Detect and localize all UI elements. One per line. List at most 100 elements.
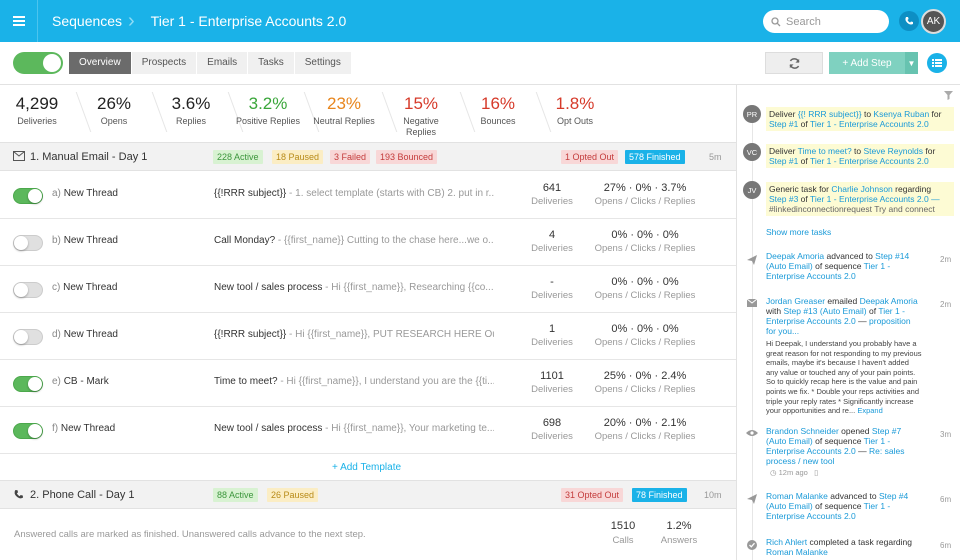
timeline-line [752, 112, 753, 560]
tab-overview[interactable]: Overview [69, 52, 132, 74]
sequence-active-toggle[interactable] [13, 52, 63, 74]
calls-label: Calls [612, 535, 634, 546]
activity-age: 2m [940, 255, 952, 264]
template-subject: Call Monday? - {{first_name}} Cutting to… [214, 235, 494, 246]
filter-icon[interactable] [944, 91, 953, 100]
template-toggle[interactable] [13, 235, 43, 251]
stat-deliveries: 4,299 Deliveries [15, 94, 59, 126]
template-row[interactable]: a) New Thread {{!RRR subject}} - 1. sele… [0, 172, 736, 219]
send-icon [745, 492, 759, 506]
template-name: e) CB - Mark [52, 376, 109, 387]
task-item[interactable]: Generic task for Charlie Johnson regardi… [766, 182, 954, 216]
deliveries-label: Deliveries [531, 290, 573, 301]
add-step-dropdown[interactable]: ▼ [905, 52, 918, 74]
page-title: Tier 1 - Enterprise Accounts 2.0 [150, 13, 347, 29]
refresh-button[interactable] [765, 52, 823, 74]
template-toggle[interactable] [13, 282, 43, 298]
breadcrumb-sequences[interactable]: Sequences [52, 13, 123, 29]
paused-badge[interactable]: 18 Paused [272, 150, 324, 164]
template-row[interactable]: c) New Thread New tool / sales process -… [0, 266, 736, 313]
add-step-button[interactable]: + Add Step [829, 52, 905, 74]
finished-badge[interactable]: 78 Finished [632, 488, 687, 502]
deliveries-value: 4 [548, 229, 556, 241]
step-1-header[interactable]: 1. Manual Email - Day 1 228 Active 18 Pa… [0, 142, 736, 171]
template-subject: {{!RRR subject}} - 1. select template (s… [214, 188, 494, 199]
task-item[interactable]: Deliver Time to meet? to Steve Reynolds … [766, 144, 954, 168]
opted-out-badge[interactable]: 31 Opted Out [561, 488, 624, 502]
answers-value: 1.2% [666, 520, 692, 532]
clock-icon: ◷ [770, 468, 777, 477]
template-toggle[interactable] [13, 376, 43, 392]
answers-label: Answers [660, 535, 698, 546]
template-toggle[interactable] [13, 188, 43, 204]
template-name: b) New Thread [52, 235, 118, 246]
task-item[interactable]: Deliver {{! RRR subject}} to Ksenya Ruba… [766, 107, 954, 131]
active-badge[interactable]: 88 Active [213, 488, 258, 502]
activity-item[interactable]: Brandon Schneider opened Step #7 (Auto Em… [766, 426, 905, 466]
template-name: d) New Thread [52, 329, 118, 340]
tab-bar: Overview Prospects Emails Tasks Settings [69, 52, 352, 74]
template-name: c) New Thread [52, 282, 118, 293]
step-age: 10m [704, 490, 722, 500]
calls-value: 1510 [610, 520, 636, 532]
phone-icon[interactable] [899, 11, 919, 31]
rates-label: Opens / Clicks / Replies [594, 290, 696, 301]
template-toggle[interactable] [13, 423, 43, 439]
rates-label: Opens / Clicks / Replies [594, 196, 696, 207]
template-row[interactable]: f) New Thread New tool / sales process -… [0, 407, 736, 454]
rates-label: Opens / Clicks / Replies [594, 384, 696, 395]
active-badge[interactable]: 228 Active [213, 150, 263, 164]
refresh-icon [789, 57, 799, 69]
step-age: 5m [709, 152, 722, 162]
opted-out-badge[interactable]: 1 Opted Out [561, 150, 619, 164]
tab-settings[interactable]: Settings [294, 52, 352, 74]
avatar: VC [743, 143, 761, 161]
rates-label: Opens / Clicks / Replies [594, 431, 696, 442]
template-row[interactable]: b) New Thread Call Monday? - {{first_nam… [0, 219, 736, 266]
menu-icon[interactable] [0, 0, 38, 42]
activity-item[interactable]: Rich Ahlert completed a task regarding Ro… [766, 537, 913, 557]
step-1-title: 1. Manual Email - Day 1 [30, 151, 148, 163]
step-2-note: Answered calls are marked as finished. U… [14, 529, 366, 540]
deliveries-label: Deliveries [531, 384, 573, 395]
rates-value: 27% · 0% · 3.7% [603, 182, 687, 194]
activity-item[interactable]: Jordan Greaser emailed Deepak Amoria with… [766, 296, 918, 336]
paused-badge[interactable]: 26 Paused [267, 488, 319, 502]
search-input[interactable]: Search [763, 10, 889, 33]
tab-tasks[interactable]: Tasks [248, 52, 295, 74]
deliveries-label: Deliveries [531, 431, 573, 442]
search-icon [771, 16, 781, 26]
rates-label: Opens / Clicks / Replies [594, 243, 696, 254]
template-row[interactable]: d) New Thread {{!RRR subject}} - Hi {{fi… [0, 313, 736, 360]
template-toggle[interactable] [13, 329, 43, 345]
deliveries-label: Deliveries [531, 337, 573, 348]
toolbar [0, 42, 960, 85]
opened-ago: ◷ 12m ago ▯ [770, 468, 819, 477]
template-row[interactable]: e) CB - Mark Time to meet? - Hi {{first_… [0, 360, 736, 407]
activity-item[interactable]: Roman Malanke advanced to Step #4 (Auto E… [766, 491, 909, 521]
activity-item[interactable]: Deepak Amoria advanced to Step #14 (Auto … [766, 251, 910, 281]
show-more-tasks-link[interactable]: Show more tasks [766, 227, 832, 237]
finished-badge[interactable]: 578 Finished [625, 150, 685, 164]
send-icon [745, 253, 759, 267]
add-template-button[interactable]: + Add Template [332, 462, 402, 473]
rates-value: 25% · 0% · 2.4% [603, 370, 687, 382]
deliveries-value: 1 [548, 323, 556, 335]
bounced-badge[interactable]: 193 Bounced [376, 150, 438, 164]
panel-divider [736, 85, 737, 560]
stat-negative-replies: 15% Negative Replies [403, 94, 439, 137]
failed-badge[interactable]: 3 Failed [330, 150, 371, 164]
expand-link[interactable]: Expand [857, 406, 883, 416]
tab-emails[interactable]: Emails [197, 52, 249, 74]
email-body-preview: Hi Deepak, I understand you probably hav… [766, 339, 922, 416]
step-2-header[interactable]: 2. Phone Call - Day 1 88 Active 26 Pause… [0, 480, 736, 509]
avatar: PR [743, 105, 761, 123]
rates-value: 0% · 0% · 0% [611, 276, 679, 288]
stat-neutral-replies: 23% Neutral Replies [313, 94, 375, 126]
user-avatar[interactable]: AK [921, 9, 946, 34]
list-view-icon[interactable] [927, 53, 947, 73]
tab-prospects[interactable]: Prospects [131, 52, 198, 74]
activity-age: 3m [940, 430, 952, 439]
stats-bar: 4,299 Deliveries 26% Opens 3.6% Replies 3.2… [0, 86, 736, 141]
stat-replies: 3.6% Replies [171, 94, 211, 126]
